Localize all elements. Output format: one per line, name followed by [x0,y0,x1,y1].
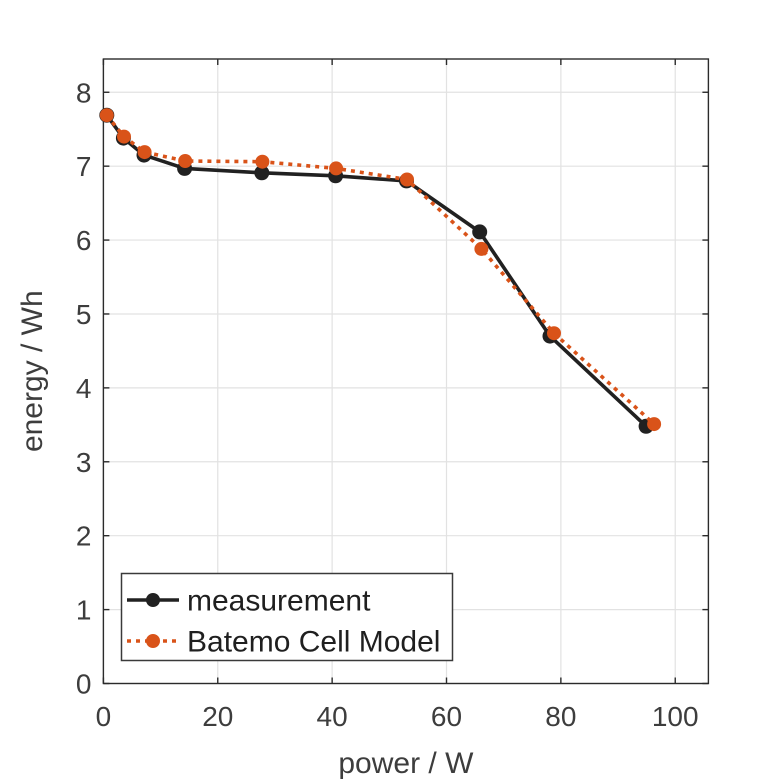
series-batemo-cell-model-marker [117,129,131,144]
y-tick-label: 7 [76,151,92,182]
series-batemo-cell-model-marker [137,145,152,160]
legend-item-batemo-cell-model: Batemo Cell Model [127,626,440,659]
y-axis-label: energy / Wh [16,290,49,452]
y-tick-label: 2 [76,521,92,552]
legend-item-measurement: measurement [127,585,371,618]
series-batemo-cell-model-marker [400,172,414,187]
plot-border [102,58,710,685]
y-tick-label: 3 [76,447,92,478]
x-tick-label: 0 [96,701,112,732]
x-tick-label: 40 [317,701,348,732]
legend-label: measurement [187,585,371,618]
y-tick-label: 5 [76,299,92,330]
x-tick-label: 80 [545,701,576,732]
series-batemo-cell-model-marker [647,417,662,432]
series-layer [99,107,662,434]
x-tick-label: 60 [431,701,462,732]
series-batemo-cell-model-marker [474,241,489,256]
series-batemo-cell-model-marker [99,108,114,123]
tick-label-layer: 0 20 40 60 80 100 0 1 2 3 4 5 6 7 8 [76,77,699,732]
legend-box [120,572,454,662]
legend: measurement Batemo Cell Model [120,572,454,662]
y-tick-label: 0 [76,669,92,700]
y-tick-label: 8 [76,77,92,108]
y-tick-label: 6 [76,225,92,256]
legend-sample-marker [146,634,160,648]
series-measurement-marker [254,165,270,181]
x-tick-label: 20 [202,701,233,732]
grid-layer [102,59,709,685]
series-batemo-cell-model-marker [329,161,344,176]
legend-sample-marker [146,593,160,607]
legend-label: Batemo Cell Model [187,626,440,659]
x-tick-label: 100 [652,701,699,732]
series-batemo-cell-model-marker [255,154,270,169]
y-tick-label: 4 [76,373,92,404]
series-batemo-cell-model-marker [547,326,561,341]
series-batemo-cell-model-marker [178,154,193,168]
y-tick-label: 1 [76,595,92,626]
series-measurement-marker [472,224,488,240]
series-batemo-cell-model-line [105,114,656,426]
frame-layer [102,58,710,685]
series-measurement-line [105,114,648,428]
x-axis-label: power / W [338,747,474,780]
